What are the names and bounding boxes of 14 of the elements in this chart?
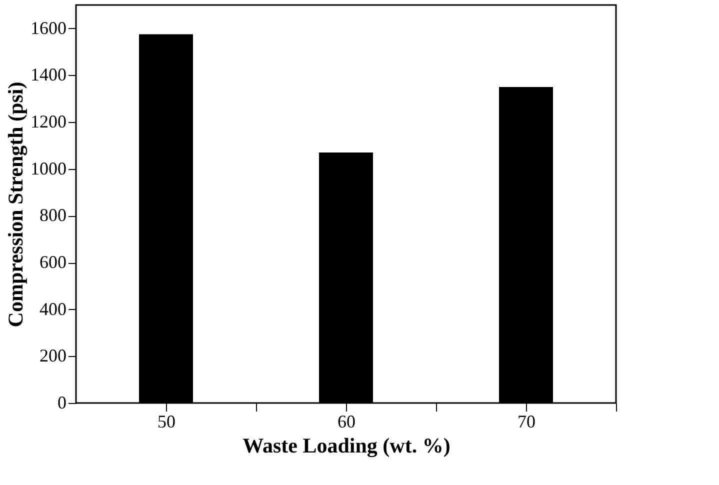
y-tick-label: 1000 [30,158,66,178]
y-tick-label: 1200 [30,112,66,132]
y-tick-label: 800 [40,205,66,226]
x-axis-title: Waste Loading (wt. %) [242,434,450,458]
x-tick-label: 70 [518,412,536,432]
y-tick-label: 0 [58,392,66,412]
x-tick-label: 50 [158,412,176,432]
y-tick-label: 1600 [30,18,66,38]
y-tick-label: 1400 [30,64,66,85]
y-axis-title: Compression Strength (psi) [4,82,28,328]
y-tick-label: 400 [40,298,66,319]
y-tick-label: 200 [40,346,66,366]
y-tick-label: 600 [40,252,66,272]
x-tick-label: 60 [338,412,356,432]
